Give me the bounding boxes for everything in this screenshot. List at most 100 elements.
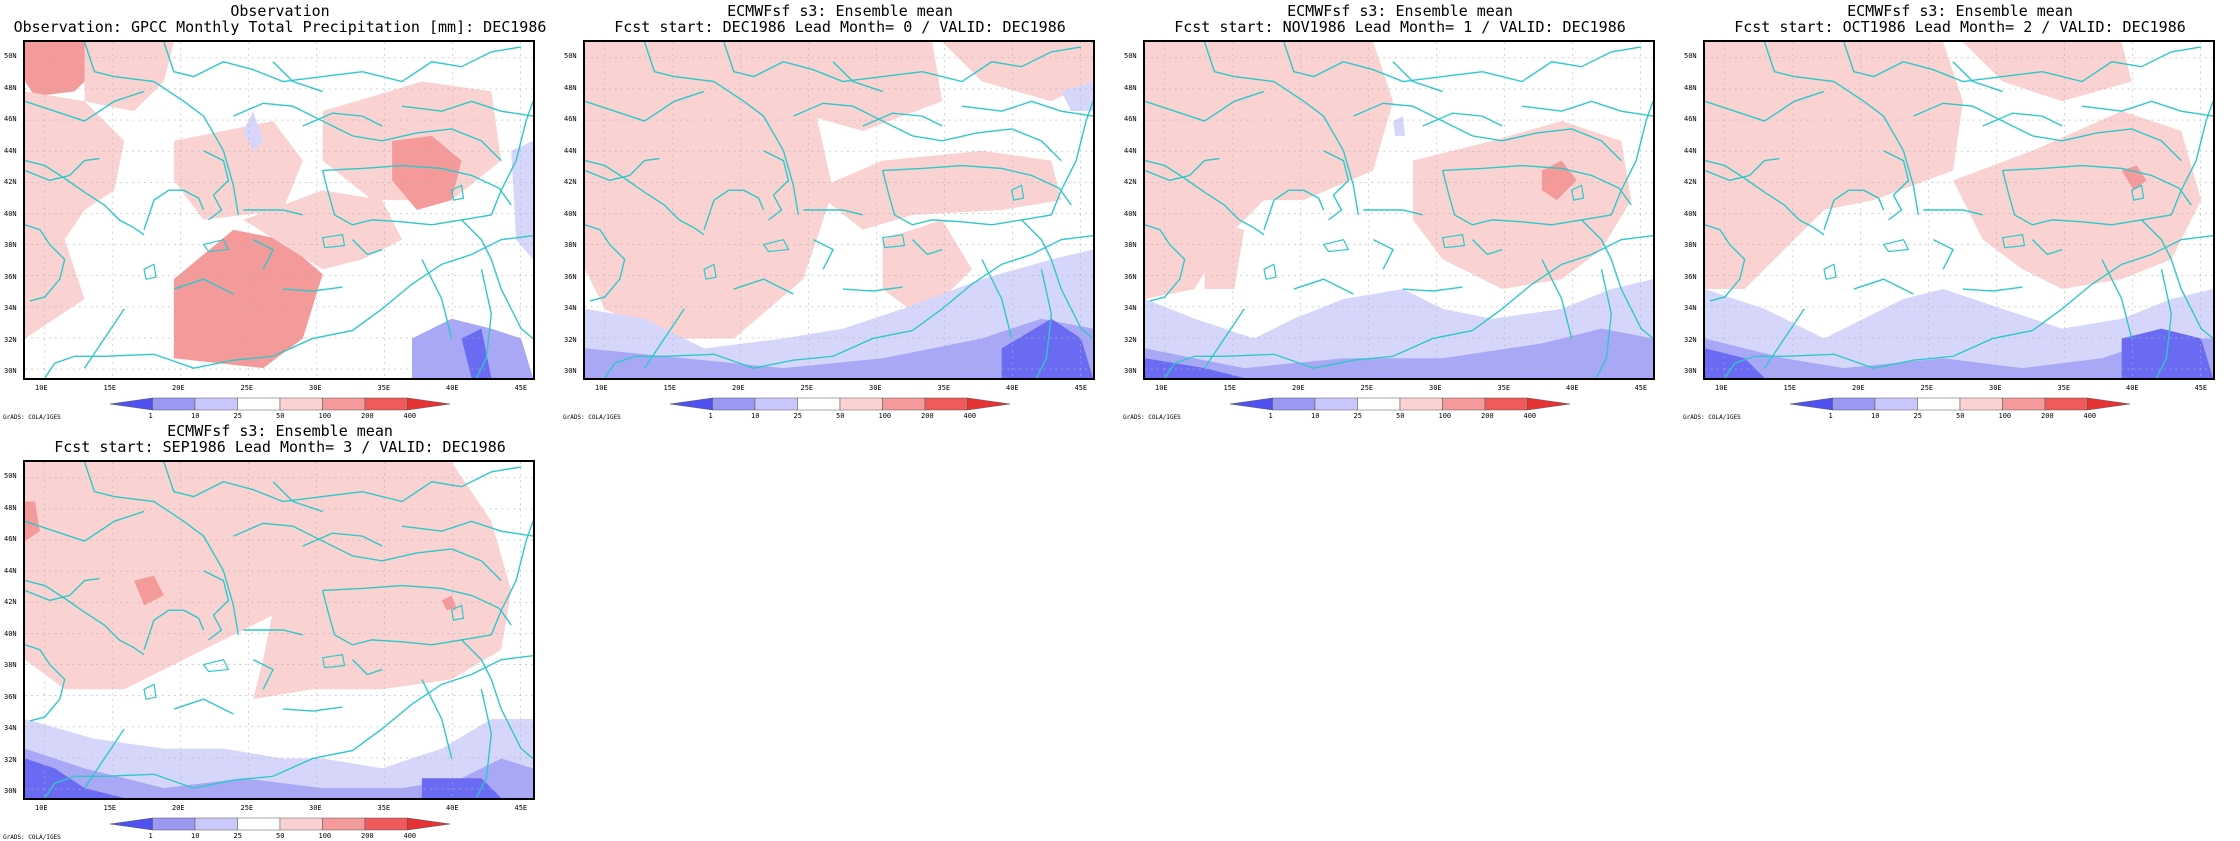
coastline (585, 224, 626, 302)
panel-title: ECMWFsf s3: Ensemble mean (1287, 2, 1513, 20)
colorbar-swatch (1399, 397, 1443, 411)
lat-label: 36N (564, 272, 577, 281)
coastline (475, 689, 493, 798)
coastline (2155, 269, 2173, 378)
coastline (1263, 189, 1325, 230)
colorbar-swatch (110, 817, 153, 831)
colorbar-label: 100 (1438, 412, 1452, 420)
colorbar-swatch (152, 397, 196, 411)
coastline (1203, 42, 1235, 78)
precip-shade (461, 328, 492, 378)
map-panel: Observation Observation: GPCC Monthly Tot… (0, 0, 560, 422)
coastline (1145, 90, 1265, 122)
lon-label: 35E (1497, 384, 1511, 392)
lon-label: 35E (2057, 384, 2071, 392)
coastline (25, 579, 145, 656)
coastline (475, 269, 493, 378)
colorbar-label: 10 (1311, 412, 1320, 420)
lat-label: 32N (1124, 335, 1137, 344)
precip-shade (511, 140, 533, 260)
coastline (163, 42, 363, 83)
lat-label: 48N (4, 83, 17, 92)
coastline (233, 102, 502, 162)
lon-label: 45E (1634, 384, 1648, 392)
precip-shade (25, 758, 125, 798)
lat-label: 36N (1124, 272, 1137, 281)
lat-label: 50N (1124, 52, 1137, 60)
colorbar-swatch (1832, 397, 1876, 411)
lat-label: 44N (4, 146, 17, 155)
colorbar-label: 1 (148, 832, 153, 840)
lon-label: 20E (1292, 384, 1305, 392)
lon-label: 30E (309, 804, 322, 812)
lat-label: 32N (564, 335, 577, 344)
colorbar-swatch (1272, 397, 1316, 411)
colorbar-swatch (797, 397, 841, 411)
precip-shade (25, 91, 125, 339)
lat-label: 46N (1684, 115, 1697, 123)
precip-shade (942, 42, 1093, 102)
colorbar-swatch (882, 397, 926, 411)
precipitation-map (23, 40, 535, 380)
panel-title: ECMWFsf s3: Ensemble mean (727, 2, 953, 20)
coastline (362, 466, 522, 503)
island (703, 263, 717, 280)
colorbar-swatch (1527, 397, 1570, 411)
precip-shade (1705, 42, 1963, 290)
coastline (83, 42, 115, 78)
coastline (832, 61, 883, 93)
coastline (1402, 286, 1463, 292)
coastline (1952, 61, 2003, 93)
colorbar-swatch (407, 397, 450, 411)
precip-shade (1705, 338, 2213, 378)
coastline (83, 728, 125, 789)
lon-label: 40E (1006, 384, 1019, 392)
coastline (1234, 75, 1360, 216)
lon-label: 40E (2126, 384, 2139, 392)
panel-title: ECMWFsf s3: Ensemble mean (1847, 2, 2073, 20)
coastline (272, 61, 323, 93)
map-panel: ECMWFsf s3: Ensemble mean Fcst start: OCT… (1680, 0, 2240, 421)
island (1322, 238, 1350, 253)
island (1441, 234, 1466, 249)
colorbar-swatch (839, 397, 883, 411)
lat-label: 46N (4, 535, 17, 543)
lat-label: 50N (4, 472, 17, 480)
precip-shade (173, 229, 323, 369)
coastline (163, 462, 363, 503)
lat-label: 38N (1124, 241, 1137, 249)
colorbar-swatch (1357, 397, 1401, 411)
coastline (2001, 170, 2172, 226)
colorbar-swatch (279, 397, 323, 411)
lat-label: 46N (4, 115, 17, 123)
coastline (1595, 269, 1613, 378)
coastline (733, 278, 794, 295)
panel-subtitle: Fcst start: SEP1986 Lead Month= 3 / VALI… (54, 438, 506, 456)
coastline (643, 308, 685, 369)
lat-label: 42N (1124, 178, 1137, 186)
coastline (1482, 46, 1642, 83)
precip-shade (1393, 116, 1405, 136)
island (2130, 184, 2145, 201)
coastline (1164, 235, 1653, 378)
colorbar-swatch (322, 397, 366, 411)
island (881, 234, 906, 249)
colorbar-swatch (1790, 397, 1833, 411)
colorbar-label: 1 (708, 412, 713, 420)
precip-shade (783, 42, 943, 131)
coastline (83, 308, 125, 369)
colorbar-label: 10 (751, 412, 760, 420)
coastline (203, 150, 230, 221)
coastline (1705, 159, 1825, 236)
lat-label: 40N (564, 209, 577, 218)
coastline (1923, 209, 1983, 216)
coastline (44, 235, 533, 378)
coastline (1705, 90, 1825, 122)
colorbar (670, 397, 1010, 411)
precip-shade (392, 135, 462, 210)
lon-label: 45E (1074, 384, 1088, 392)
lon-label: 30E (869, 384, 882, 392)
colorbar-label: 1 (148, 412, 153, 420)
island (1882, 238, 1910, 253)
coastline (881, 170, 1052, 226)
